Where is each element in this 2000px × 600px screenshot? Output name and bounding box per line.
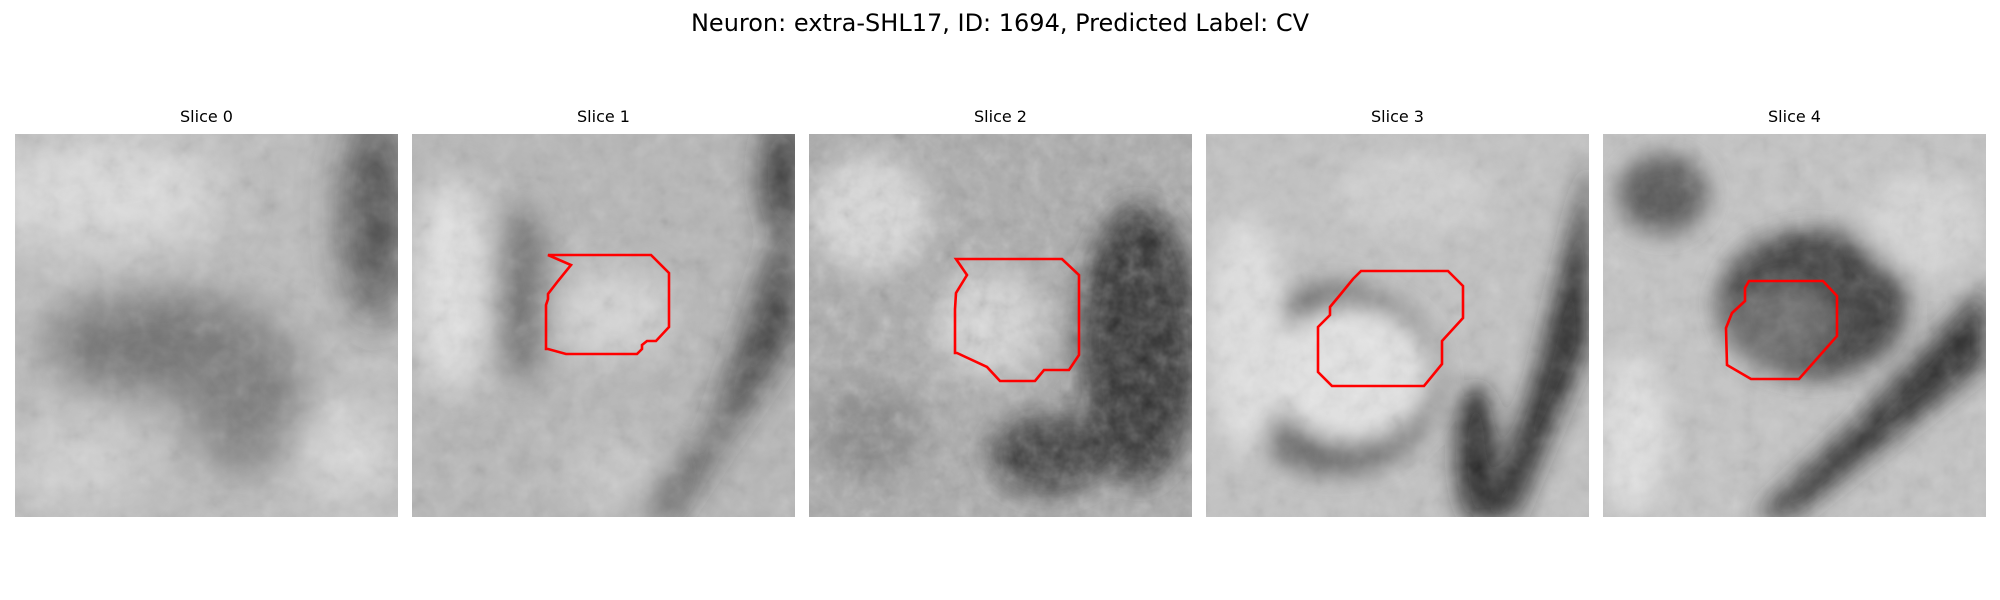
slice-title-1: Slice 1 (577, 107, 630, 126)
slice-image-2 (809, 134, 1192, 517)
slice-image-3 (1206, 134, 1589, 517)
slice-image-1 (412, 134, 795, 517)
slice-title-4: Slice 4 (1768, 107, 1821, 126)
figure-title: Neuron: extra-SHL17, ID: 1694, Predicted… (690, 9, 1310, 37)
slice-title-3: Slice 3 (1371, 107, 1424, 126)
contour-outline (1724, 279, 1839, 381)
slice-image-0 (15, 134, 398, 517)
contour-outline (953, 257, 1081, 383)
contour-outline (1316, 269, 1465, 388)
slice-title-0: Slice 0 (180, 107, 233, 126)
slice-image-4 (1603, 134, 1986, 517)
slice-title-2: Slice 2 (974, 107, 1027, 126)
contour-outline (544, 253, 671, 356)
